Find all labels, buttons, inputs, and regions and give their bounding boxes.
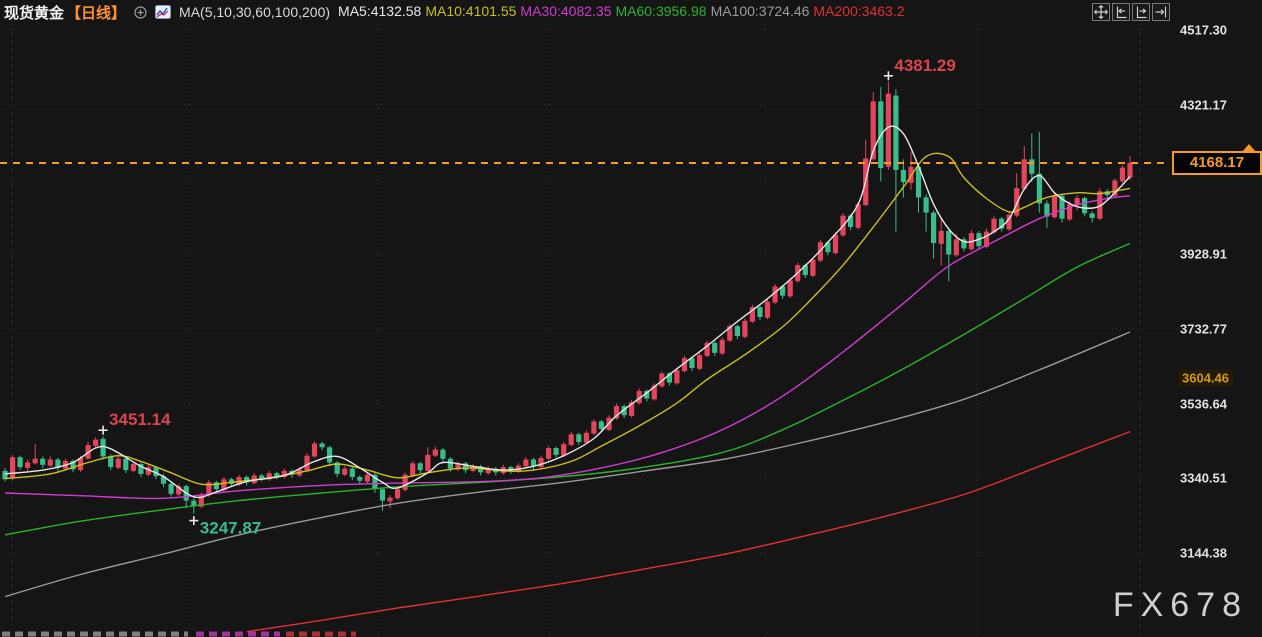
pan-left-icon[interactable] bbox=[1112, 3, 1130, 21]
axis-tick-label: 4321.17 bbox=[1180, 97, 1227, 113]
chart-header: 现货黄金 【日线】 MA(5,10,30,60,100,200) MA5:4132… bbox=[0, 0, 1094, 24]
chart-type-icon[interactable] bbox=[155, 5, 172, 19]
ma-group-label: MA(5,10,30,60,100,200) bbox=[179, 4, 331, 20]
exit-right-icon[interactable] bbox=[1152, 3, 1170, 21]
axis-tick-label: 3732.77 bbox=[1180, 321, 1227, 337]
ma-values: MA5:4132.58 MA10:4101.55 MA30:4082.35 MA60:… bbox=[338, 3, 908, 21]
current-price-label: 4168.17 bbox=[1172, 151, 1262, 175]
ma-line-MA10 bbox=[4, 152, 1131, 486]
instrument-title: 现货黄金 bbox=[4, 4, 65, 22]
svg-text:3451.14: 3451.14 bbox=[109, 410, 171, 429]
ma-value-label: MA5:4132.58 bbox=[338, 3, 422, 19]
ma-value-label: MA10:4101.55 bbox=[425, 3, 517, 19]
ma-value-label: MA60:3956.98 bbox=[615, 3, 707, 19]
axis-special-label: 3604.46 bbox=[1178, 369, 1233, 387]
pan-right-icon[interactable] bbox=[1132, 3, 1150, 21]
svg-text:4381.29: 4381.29 bbox=[894, 56, 955, 75]
candles-layer bbox=[2, 81, 1133, 514]
ma-value-label: MA100:3724.46 bbox=[710, 3, 810, 19]
move-crosshair-icon[interactable] bbox=[1092, 3, 1110, 21]
ma-line-MA200 bbox=[246, 430, 1131, 633]
axis-tick-label: 3144.38 bbox=[1180, 545, 1227, 561]
svg-text:3247.87: 3247.87 bbox=[200, 519, 261, 538]
axis-tick-label: 3340.51 bbox=[1180, 470, 1227, 486]
axis-tick-label: 4517.30 bbox=[1180, 22, 1227, 38]
axis-tick-label: 3536.64 bbox=[1180, 396, 1227, 412]
ma-line-MA100 bbox=[4, 331, 1131, 598]
ma-value-label: MA30:4082.35 bbox=[520, 3, 612, 19]
grid-layer bbox=[0, 24, 1178, 637]
chart-toolbar bbox=[1092, 3, 1170, 21]
price-axis[interactable]: 4517.30 4321.17 3928.91 3732.77 3536.64 3340.… bbox=[1170, 0, 1262, 637]
watermark: FX678 bbox=[1112, 586, 1248, 624]
axis-tick-label: 3928.91 bbox=[1180, 246, 1227, 262]
ma-line-MA30 bbox=[4, 195, 1131, 500]
price-up-arrow-icon bbox=[1242, 144, 1256, 152]
circle-plus-icon[interactable] bbox=[134, 5, 147, 19]
moving-averages-layer bbox=[4, 125, 1131, 633]
ma-value-label: MA200:3463.2 bbox=[813, 3, 905, 19]
annotations-layer: 4381.29 3451.14 3247.87 bbox=[98, 56, 956, 538]
timeframe-label: 【日线】 bbox=[66, 4, 127, 22]
ma-line-MA60 bbox=[4, 242, 1131, 536]
ma-line-MA5 bbox=[4, 125, 1131, 499]
